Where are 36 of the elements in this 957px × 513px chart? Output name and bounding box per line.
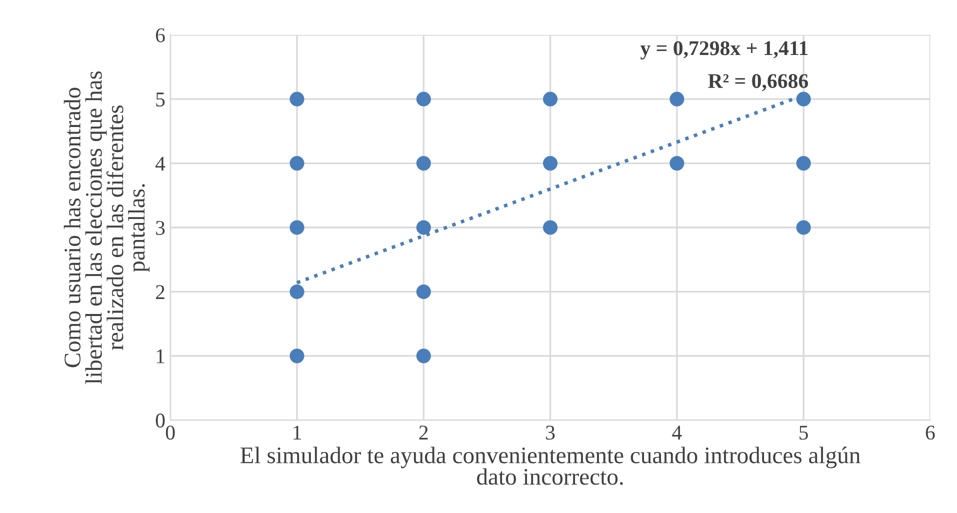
x-tick-label: 5 [800, 426, 808, 440]
point [416, 348, 431, 364]
y-axis-title: Como usuario has encontrado libertad en las elecciones que has realizado en las diferentes pantallas. [64, 71, 150, 384]
y-tick-label: 4 [155, 156, 166, 171]
point [796, 92, 811, 106]
point [796, 220, 811, 235]
point [290, 348, 304, 364]
point [542, 220, 558, 235]
point [290, 156, 304, 171]
y-tick-label: 2 [156, 285, 164, 299]
annotation: R² = 0,6686 [708, 74, 808, 92]
y-tick-label: 3 [156, 220, 165, 235]
annotation: y = 0,7298x + 1,411 [640, 41, 808, 60]
point [416, 92, 431, 106]
point [290, 92, 304, 106]
x-tick-label: 3 [546, 426, 555, 440]
y-tick-label: 5 [156, 92, 165, 107]
x-axis-title: El simulador te ayuda convenientemente cuando introduces algún dato incorrecto. [240, 446, 860, 485]
y-tick-label: 6 [156, 28, 165, 42]
x-tick-label: 0 [166, 426, 175, 440]
y-tick-label: 0 [156, 414, 165, 428]
point [542, 156, 558, 171]
x-tick-label: 2 [419, 426, 428, 440]
point [796, 156, 811, 171]
x-tick-label: 4 [672, 426, 682, 440]
point [290, 220, 304, 235]
x-tick-label: 1 [294, 426, 301, 440]
y-tick-label: 1 [156, 349, 164, 364]
point [416, 284, 431, 300]
point [290, 284, 304, 300]
point [416, 220, 431, 235]
point [670, 156, 684, 171]
point [416, 156, 431, 171]
point [542, 92, 558, 106]
x-tick-label: 6 [926, 426, 935, 440]
point [670, 92, 684, 106]
